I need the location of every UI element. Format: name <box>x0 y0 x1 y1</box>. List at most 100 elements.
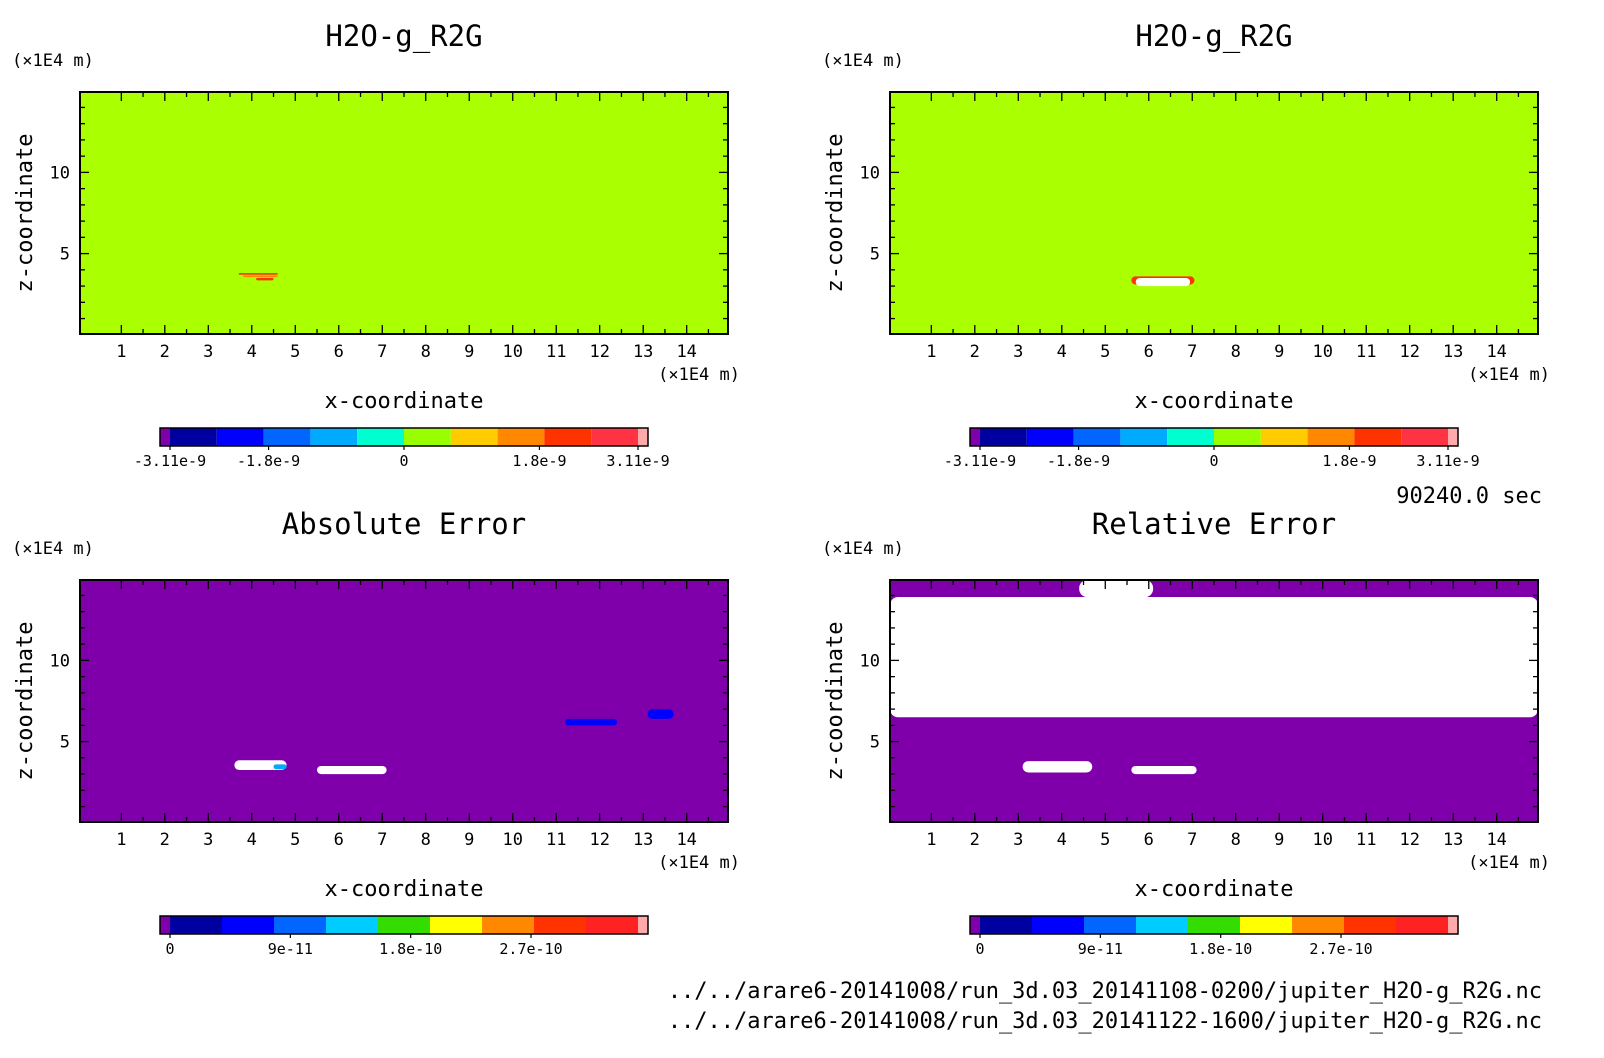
x-tick-label: 10 <box>1312 342 1332 362</box>
x-tick-label: 10 <box>1312 830 1332 850</box>
x-tick-label: 2 <box>970 830 980 850</box>
colorbar-tick-label: -1.8e-9 <box>237 452 300 470</box>
field-feature <box>1131 765 1197 775</box>
colorbar-tick-label: 1.8e-9 <box>1322 452 1376 470</box>
colorbar-frame <box>969 915 1459 935</box>
x-axis-label: x-coordinate <box>325 877 484 902</box>
colorbar-swatch <box>430 916 482 934</box>
x-tick-label: 5 <box>1100 830 1110 850</box>
plot-background <box>890 92 1538 334</box>
colorbar-swatch <box>482 916 534 934</box>
x-tick-label: 8 <box>1231 342 1241 362</box>
colorbar-swatch <box>1136 916 1188 934</box>
colorbar-swatch <box>216 428 264 446</box>
colorbar-swatch <box>170 916 222 934</box>
colorbar-swatch <box>970 428 980 446</box>
colorbar-tick-label: 3.11e-9 <box>1416 452 1479 470</box>
colorbar-swatch <box>544 428 592 446</box>
panel-absolute-error: Absolute Error(×1E4 m)1 2 3 4 5 6 7 8 9 10 11 12 13 1… <box>12 507 740 958</box>
y-tick-label: 10 <box>860 651 880 671</box>
colorbar-swatch <box>357 428 404 446</box>
field-feature <box>564 718 618 726</box>
x-tick-label: 11 <box>546 342 566 362</box>
chart-title: H2O-g_R2G <box>1135 19 1292 54</box>
colorbar-swatch <box>263 428 311 446</box>
y-unit-label: (×1E4 m) <box>12 51 94 71</box>
x-tick-label: 6 <box>334 830 344 850</box>
x-tick-label: 11 <box>546 830 566 850</box>
x-tick-label: 14 <box>1486 830 1506 850</box>
colorbar-tick-label: 0 <box>399 452 408 470</box>
x-tick-label: 3 <box>1013 342 1023 362</box>
colorbar-swatch <box>1188 916 1240 934</box>
y-axis-label: z-coordinate <box>13 134 38 293</box>
x-axis-label: x-coordinate <box>1135 389 1294 414</box>
x-tick-label: 12 <box>1399 830 1419 850</box>
colorbar-swatch <box>1260 428 1308 446</box>
colorbar-swatch <box>980 428 1027 446</box>
y-axis-label: z-coordinate <box>823 622 848 781</box>
colorbar-tick-label: 0 <box>1209 452 1218 470</box>
x-tick-label: 3 <box>203 830 213 850</box>
field-feature <box>1079 580 1154 598</box>
field-feature <box>243 275 278 278</box>
y-tick-label: 5 <box>870 733 880 753</box>
x-unit-label: (×1E4 m) <box>658 365 740 385</box>
x-tick-label: 12 <box>1399 342 1419 362</box>
colorbar-tick-label: 1.8e-10 <box>1189 940 1252 958</box>
colorbar-swatch <box>534 916 586 934</box>
field-feature <box>1022 761 1093 773</box>
colorbar-tick-label: 9e-11 <box>268 940 313 958</box>
field-feature <box>647 709 674 719</box>
x-tick-label: 13 <box>633 342 653 362</box>
x-axis-label: x-coordinate <box>325 389 484 414</box>
colorbar-swatch <box>1120 428 1168 446</box>
colorbar-swatch <box>980 916 1032 934</box>
x-tick-label: 9 <box>1274 830 1284 850</box>
y-unit-label: (×1E4 m) <box>822 51 904 71</box>
colorbar-tick-label: -3.11e-9 <box>944 452 1016 470</box>
x-tick-label: 1 <box>116 342 126 362</box>
colorbar-tick-label: -3.11e-9 <box>134 452 206 470</box>
colorbar-swatch <box>1073 428 1121 446</box>
x-unit-label: (×1E4 m) <box>1468 365 1550 385</box>
x-tick-label: 4 <box>247 342 257 362</box>
x-tick-label: 11 <box>1356 342 1376 362</box>
field-feature <box>890 597 1538 718</box>
y-axis-label: z-coordinate <box>13 622 38 781</box>
colorbar-swatch <box>1401 428 1448 446</box>
x-tick-label: 13 <box>633 830 653 850</box>
colorbar-swatch <box>1448 916 1458 934</box>
plot-background <box>80 92 728 334</box>
x-tick-label: 10 <box>502 342 522 362</box>
y-axis-label: z-coordinate <box>823 134 848 293</box>
panel-h2o-g-r2g-right: H2O-g_R2G(×1E4 m)1 2 3 4 5 6 7 8 9 10 11 12 13 14510(… <box>822 19 1550 470</box>
colorbar-swatch <box>450 428 498 446</box>
x-tick-label: 2 <box>970 342 980 362</box>
colorbar-tick-label: 3.11e-9 <box>606 452 669 470</box>
x-tick-label: 6 <box>1144 342 1154 362</box>
colorbar-frame <box>159 915 649 935</box>
x-tick-label: 12 <box>589 342 609 362</box>
colorbar-swatch <box>1307 428 1355 446</box>
x-tick-label: 11 <box>1356 830 1376 850</box>
colorbar-tick-label: 2.7e-10 <box>499 940 562 958</box>
field-feature <box>317 765 387 775</box>
colorbar-swatch <box>160 428 170 446</box>
x-tick-label: 1 <box>926 342 936 362</box>
x-tick-label: 14 <box>676 342 696 362</box>
colorbar-swatch <box>378 916 430 934</box>
x-tick-label: 13 <box>1443 830 1463 850</box>
y-tick-label: 10 <box>50 651 70 671</box>
colorbar-swatch <box>497 428 545 446</box>
x-tick-label: 4 <box>1057 830 1067 850</box>
panel-h2o-g-r2g-left: H2O-g_R2G(×1E4 m)1 2 3 4 5 6 7 8 9 10 11 12 13 14510(… <box>12 19 740 470</box>
x-tick-label: 8 <box>421 830 431 850</box>
x-tick-label: 8 <box>421 342 431 362</box>
colorbar-swatch <box>1292 916 1344 934</box>
colorbar-swatch <box>1448 428 1458 446</box>
colorbar-swatch <box>591 428 638 446</box>
colorbar-swatch <box>1240 916 1292 934</box>
x-axis-label: x-coordinate <box>1135 877 1294 902</box>
